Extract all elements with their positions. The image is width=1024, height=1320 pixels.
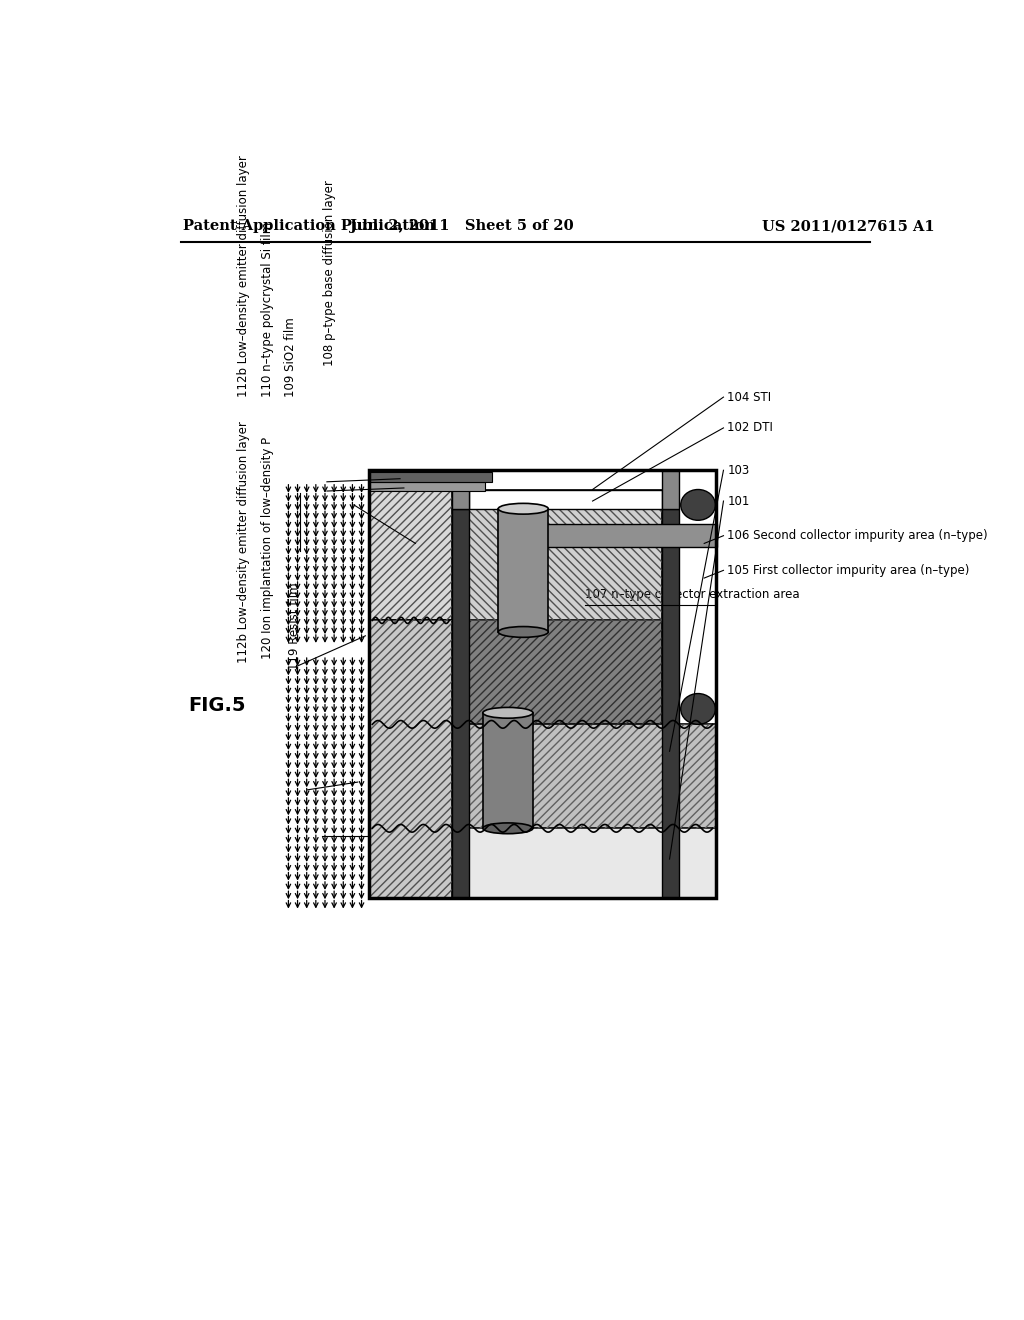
Bar [370,829,716,898]
Text: 102 DTI: 102 DTI [727,421,773,434]
Bar [370,470,716,898]
Ellipse shape [681,490,716,520]
Ellipse shape [483,822,532,834]
Text: Patent Application Publication: Patent Application Publication [183,219,435,234]
Text: Jun. 2, 2011   Sheet 5 of 20: Jun. 2, 2011 Sheet 5 of 20 [350,219,573,234]
Text: 109 SiO2 film: 109 SiO2 film [285,317,297,397]
Bar [370,471,493,482]
Bar [499,524,717,548]
Bar [469,620,662,725]
Text: 110 n–type polycrystal Si film: 110 n–type polycrystal Si film [261,222,274,397]
Bar [469,490,662,508]
Text: US 2011/0127615 A1: US 2011/0127615 A1 [762,219,935,234]
Bar [370,482,484,491]
Ellipse shape [681,693,716,725]
Bar [370,490,453,620]
Bar [370,725,716,829]
Text: 103: 103 [727,463,750,477]
Bar [469,490,662,620]
Text: 107 n–type collector extraction area: 107 n–type collector extraction area [585,589,800,601]
Bar [662,470,679,508]
Bar [370,620,453,898]
Text: 108 p–type base diffusion layer: 108 p–type base diffusion layer [323,181,336,367]
Text: 119 Resist film: 119 Resist film [288,583,301,671]
Text: 104 STI: 104 STI [727,391,771,404]
Bar [453,508,469,898]
Ellipse shape [499,627,548,638]
Bar [453,470,469,508]
Text: 112b Low–density emitter diffusion layer: 112b Low–density emitter diffusion layer [238,156,250,397]
Bar [370,725,716,829]
Text: 101: 101 [727,495,750,508]
Text: FIG.5: FIG.5 [188,696,246,714]
Text: 112b Low–density emitter diffusion layer: 112b Low–density emitter diffusion layer [238,421,250,663]
Text: 106 Second collector impurity area (n–type): 106 Second collector impurity area (n–ty… [727,529,988,543]
Text: 105 First collector impurity area (n–type): 105 First collector impurity area (n–typ… [727,564,970,577]
Bar [370,620,453,898]
Text: 120 Ion implantation of low–density P: 120 Ion implantation of low–density P [261,437,274,659]
Bar [469,490,662,620]
Bar [469,620,662,725]
Bar [662,508,679,898]
Ellipse shape [483,708,532,718]
Bar [499,508,548,632]
Ellipse shape [499,503,548,513]
Bar [370,490,453,620]
Bar [483,713,532,829]
